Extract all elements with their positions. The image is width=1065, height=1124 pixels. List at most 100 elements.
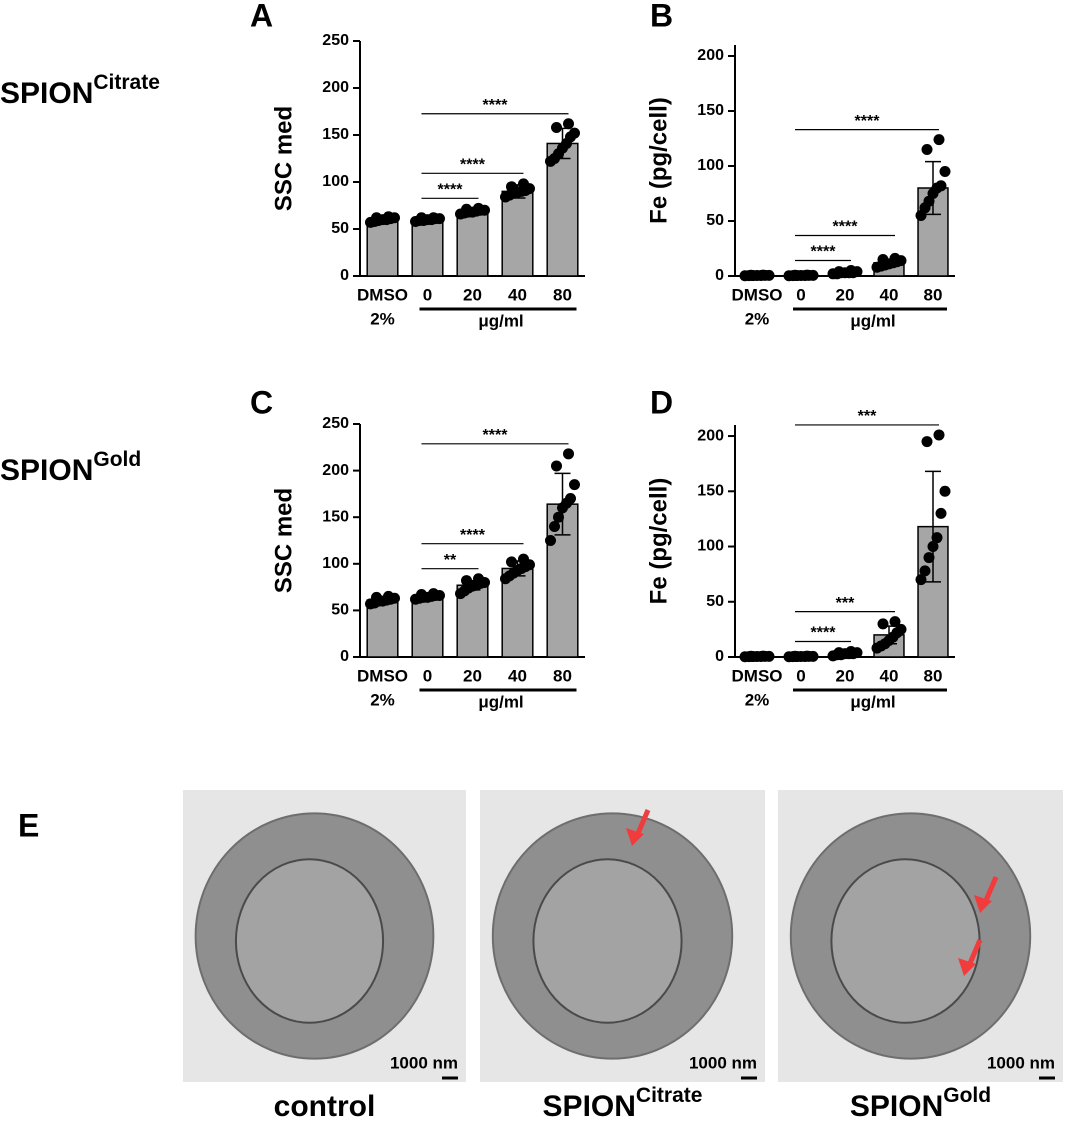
data-point bbox=[801, 269, 813, 281]
data-point bbox=[506, 181, 517, 193]
x-tick-label: 0 bbox=[796, 666, 805, 685]
group-label: μg/ml bbox=[850, 311, 895, 330]
nucleus bbox=[234, 858, 385, 1024]
data-point bbox=[518, 178, 529, 190]
data-point bbox=[833, 266, 845, 278]
data-point bbox=[931, 532, 943, 544]
y-tick-label: 50 bbox=[331, 602, 349, 619]
significance-label: **** bbox=[811, 625, 837, 642]
data-point bbox=[565, 493, 576, 505]
caption: control bbox=[274, 1090, 376, 1123]
data-point bbox=[927, 541, 939, 553]
data-point bbox=[833, 647, 845, 659]
data-point bbox=[935, 507, 947, 519]
scale-bar-label: 1000 nm bbox=[987, 1053, 1055, 1072]
error-bar bbox=[925, 470, 941, 583]
data-point bbox=[933, 429, 945, 441]
caption: SPIONGold bbox=[850, 1084, 991, 1123]
panel-letter: B bbox=[650, 0, 673, 33]
x-tick-label: 40 bbox=[880, 285, 899, 304]
y-tick-label: 150 bbox=[322, 508, 349, 525]
row-label: SPIONGold bbox=[0, 448, 141, 487]
significance-label: *** bbox=[858, 408, 877, 425]
x-tick-label: DMSO bbox=[732, 666, 783, 685]
significance-label: **** bbox=[460, 527, 486, 544]
bar bbox=[456, 584, 489, 658]
data-point bbox=[551, 460, 562, 472]
data-point bbox=[845, 265, 857, 276]
data-point bbox=[428, 588, 439, 600]
data-point bbox=[939, 166, 951, 177]
nucleus bbox=[830, 858, 981, 1024]
row-label-sup: Citrate bbox=[93, 71, 160, 94]
y-tick-label: 200 bbox=[697, 427, 724, 444]
y-tick-label: 200 bbox=[322, 79, 349, 96]
significance-label: **** bbox=[438, 182, 464, 199]
data-point bbox=[569, 127, 580, 139]
y-tick-label: 150 bbox=[697, 102, 724, 119]
bar bbox=[456, 210, 489, 277]
x-tick-label: 40 bbox=[880, 666, 899, 685]
arrow-head bbox=[974, 895, 992, 913]
x-tick-sublabel: 2% bbox=[370, 309, 395, 328]
x-tick-label: 20 bbox=[836, 285, 855, 304]
data-point bbox=[921, 436, 933, 448]
x-tick-label: 0 bbox=[796, 285, 805, 304]
arrow-head bbox=[626, 828, 644, 846]
x-tick-label: 80 bbox=[924, 666, 943, 685]
error-bar bbox=[925, 160, 941, 216]
data-point bbox=[895, 623, 907, 635]
data-point bbox=[383, 211, 394, 223]
data-point bbox=[551, 121, 562, 133]
panel-letter: D bbox=[650, 384, 673, 420]
arrow-head bbox=[958, 958, 976, 976]
x-tick-label: 0 bbox=[423, 285, 432, 304]
data-point bbox=[919, 565, 931, 577]
y-tick-label: 200 bbox=[697, 47, 724, 64]
data-point bbox=[923, 552, 935, 564]
data-point bbox=[428, 212, 439, 224]
x-tick-label: 0 bbox=[423, 666, 432, 685]
data-point bbox=[371, 591, 382, 603]
data-point bbox=[473, 202, 484, 214]
data-point bbox=[473, 573, 484, 585]
x-tick-sublabel: 2% bbox=[745, 690, 770, 709]
error-bar bbox=[881, 625, 897, 645]
y-tick-label: 0 bbox=[715, 648, 724, 665]
y-tick-label: 0 bbox=[340, 267, 349, 284]
significance-label: **** bbox=[833, 219, 859, 236]
x-tick-label: 80 bbox=[553, 666, 572, 685]
x-tick-label: DMSO bbox=[732, 285, 783, 304]
data-point bbox=[553, 511, 564, 523]
data-point bbox=[933, 134, 945, 146]
y-tick-label: 100 bbox=[322, 173, 349, 190]
data-point bbox=[745, 650, 757, 662]
bar bbox=[366, 218, 399, 277]
group-label: μg/ml bbox=[478, 311, 523, 330]
data-point bbox=[506, 556, 517, 568]
data-point bbox=[789, 650, 801, 662]
significance-label: *** bbox=[836, 595, 855, 612]
group-label: μg/ml bbox=[850, 692, 895, 711]
data-point bbox=[563, 448, 574, 460]
data-point bbox=[801, 650, 813, 662]
y-tick-label: 50 bbox=[706, 593, 724, 610]
y-axis-label: SSC med bbox=[270, 106, 297, 211]
scale-bar-label: 1000 nm bbox=[689, 1053, 757, 1072]
y-tick-label: 250 bbox=[322, 32, 349, 49]
y-tick-label: 150 bbox=[322, 126, 349, 143]
data-point bbox=[789, 269, 801, 281]
y-tick-label: 50 bbox=[331, 220, 349, 237]
data-point bbox=[939, 485, 951, 497]
y-tick-label: 100 bbox=[697, 538, 724, 555]
caption-base: SPION bbox=[850, 1090, 943, 1123]
data-point bbox=[383, 590, 394, 602]
y-tick-label: 100 bbox=[697, 157, 724, 174]
y-axis-label: SSC med bbox=[270, 488, 297, 593]
bar bbox=[411, 218, 444, 277]
data-point bbox=[745, 269, 757, 281]
data-point bbox=[845, 645, 857, 657]
significance-label: **** bbox=[460, 157, 486, 174]
x-tick-label: 20 bbox=[836, 666, 855, 685]
